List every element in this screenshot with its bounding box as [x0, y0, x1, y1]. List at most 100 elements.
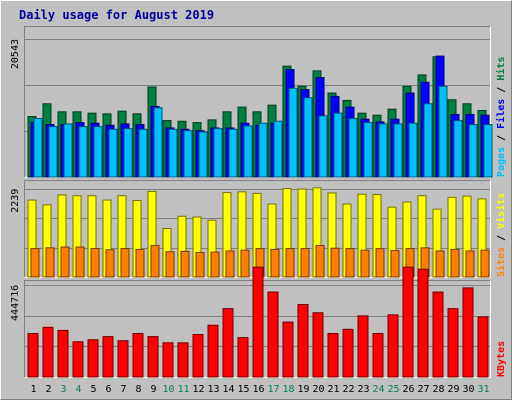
bar-pages-day-19 [303, 97, 313, 178]
bar-kbytes-day-30 [462, 287, 474, 378]
x-tick-day-16: 16 [252, 384, 264, 395]
bar-pages-day-18 [288, 87, 298, 178]
x-tick-day-25: 25 [387, 384, 399, 395]
bar-kbytes-day-14 [222, 308, 234, 378]
bar-kbytes-day-2 [42, 326, 54, 378]
panel-3-border-light [24, 280, 491, 378]
x-tick-day-28: 28 [432, 384, 444, 395]
x-tick-day-31: 31 [477, 384, 489, 395]
bar-sites-day-12 [195, 252, 205, 278]
x-tick-day-27: 27 [417, 384, 429, 395]
bar-sites-day-6 [105, 249, 115, 278]
panel-2-legend: Sites / Visits [495, 193, 507, 277]
legend-kbytes: KBytes [496, 341, 507, 377]
x-tick-day-3: 3 [60, 384, 66, 395]
legend-separator: / [496, 81, 507, 99]
bar-sites-day-30 [465, 250, 475, 278]
x-tick-day-19: 19 [297, 384, 309, 395]
panel-1-border-dark [24, 26, 491, 178]
x-tick-day-22: 22 [342, 384, 354, 395]
bar-pages-day-3 [63, 123, 73, 178]
x-tick-day-6: 6 [105, 384, 111, 395]
panel-2-ymax-label: 2239 [10, 189, 21, 213]
bar-pages-day-6 [108, 128, 118, 178]
bar-sites-day-25 [390, 250, 400, 278]
bar-sites-day-18 [285, 248, 295, 278]
bar-pages-day-7 [123, 128, 133, 178]
bar-kbytes-day-18 [282, 321, 294, 378]
bar-sites-day-19 [300, 248, 310, 278]
bar-kbytes-day-8 [132, 332, 144, 378]
bar-pages-day-12 [198, 131, 208, 178]
bar-sites-day-14 [225, 250, 235, 278]
bar-pages-day-31 [483, 124, 493, 178]
x-tick-day-12: 12 [192, 384, 204, 395]
bar-sites-day-28 [435, 250, 445, 278]
bar-pages-day-22 [348, 118, 358, 178]
x-tick-day-15: 15 [237, 384, 249, 395]
x-tick-day-18: 18 [282, 384, 294, 395]
bar-kbytes-day-24 [372, 332, 384, 378]
bar-pages-day-27 [423, 103, 433, 178]
bar-kbytes-day-20 [312, 312, 324, 378]
x-tick-day-24: 24 [372, 384, 384, 395]
panel-3-legend: KBytes [496, 341, 507, 377]
panel-3-border-dark [24, 280, 491, 378]
bar-kbytes-day-4 [72, 341, 84, 378]
bar-sites-day-9 [150, 244, 160, 278]
bar-kbytes-day-17 [267, 291, 279, 378]
bar-kbytes-day-9 [147, 336, 159, 378]
bar-kbytes-day-22 [342, 328, 354, 378]
bar-kbytes-day-19 [297, 303, 309, 378]
panel-1-ymax-label: 20543 [10, 39, 21, 69]
bar-kbytes-day-3 [57, 329, 69, 378]
bar-kbytes-day-1 [27, 332, 39, 378]
bar-pages-day-17 [273, 120, 283, 178]
x-tick-day-10: 10 [162, 384, 174, 395]
bar-sites-day-29 [450, 248, 460, 278]
x-tick-day-14: 14 [222, 384, 234, 395]
panel-3-ymax-label: 444716 [10, 285, 21, 321]
bar-pages-day-9 [153, 107, 163, 178]
legend-separator: / [496, 129, 507, 147]
bar-kbytes-day-23 [357, 315, 369, 378]
bar-sites-day-11 [180, 250, 190, 278]
bar-pages-day-1 [33, 118, 43, 178]
bar-pages-day-20 [318, 115, 328, 178]
x-tick-day-17: 17 [267, 384, 279, 395]
bar-pages-day-4 [78, 126, 88, 178]
bar-kbytes-day-5 [87, 339, 99, 378]
bar-pages-day-10 [168, 128, 178, 178]
x-tick-day-23: 23 [357, 384, 369, 395]
bar-sites-day-20 [315, 244, 325, 278]
legend-separator: / [496, 229, 507, 247]
bar-sites-day-23 [360, 249, 370, 278]
bar-pages-day-25 [393, 123, 403, 178]
bar-pages-day-11 [183, 130, 193, 178]
bar-sites-day-31 [480, 249, 490, 278]
legend-visits: Visits [495, 193, 507, 229]
bar-pages-day-15 [243, 125, 253, 178]
bar-sites-day-7 [120, 248, 130, 278]
bar-sites-day-1 [30, 248, 40, 278]
bar-pages-day-21 [333, 112, 343, 178]
bar-kbytes-day-12 [192, 334, 204, 378]
x-tick-day-13: 13 [207, 384, 219, 395]
bar-sites-day-24 [375, 248, 385, 278]
bar-sites-day-17 [270, 248, 280, 278]
bar-pages-day-24 [378, 123, 388, 178]
legend-hits: Hits [495, 57, 507, 81]
panel-2-border-dark [24, 180, 491, 278]
legend-pages: Pages [496, 147, 507, 177]
bar-pages-day-28 [438, 85, 448, 178]
x-tick-day-30: 30 [462, 384, 474, 395]
bar-sites-day-5 [90, 248, 100, 278]
x-tick-day-29: 29 [447, 384, 459, 395]
bar-kbytes-day-27 [417, 268, 429, 378]
bar-sites-day-15 [240, 249, 250, 278]
x-tick-day-4: 4 [75, 384, 81, 395]
x-tick-day-21: 21 [327, 384, 339, 395]
x-tick-day-8: 8 [135, 384, 141, 395]
x-tick-day-5: 5 [90, 384, 96, 395]
